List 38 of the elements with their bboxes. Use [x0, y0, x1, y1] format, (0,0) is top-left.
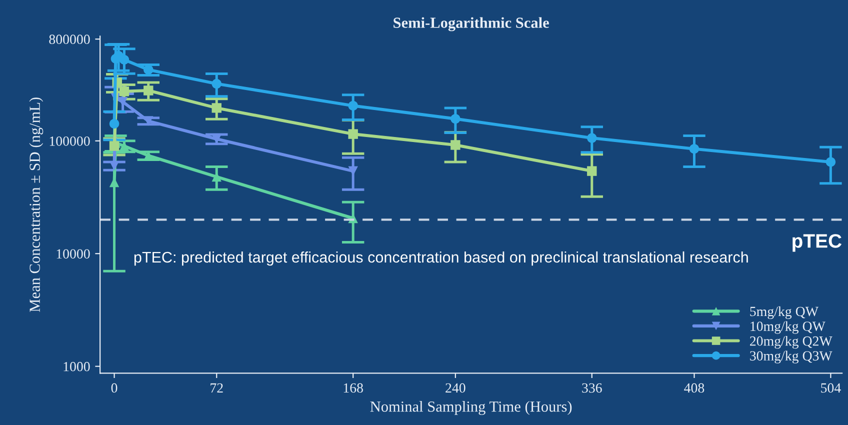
point	[587, 133, 597, 143]
point	[587, 166, 597, 176]
legend-label: 10mg/kg QW	[750, 321, 826, 334]
x-tick-label: 0	[111, 383, 118, 393]
legend-label: 5mg/kg QW	[750, 306, 818, 320]
y-tick-label: 100000	[50, 136, 90, 146]
x-tick-label: 336	[582, 383, 602, 393]
point	[212, 103, 222, 113]
y-tick-label: 1000	[64, 362, 90, 372]
legend-label: 20mg/kg Q2W	[750, 336, 832, 349]
point	[348, 129, 358, 139]
point	[144, 116, 154, 126]
y-axis-title: Mean Concentration ± SD (ng/mL)	[29, 98, 44, 312]
point	[109, 118, 120, 129]
ref-line-label: pTEC	[792, 234, 842, 252]
legend-label: 30mg/kg Q3W	[750, 350, 832, 364]
point	[119, 86, 130, 96]
x-tick-label: 504	[821, 383, 841, 393]
chart-title: Semi-Logarithmic Scale	[394, 17, 549, 32]
y-tick-label: 800000	[49, 34, 90, 44]
point	[144, 86, 154, 96]
point	[109, 141, 120, 151]
point	[826, 157, 836, 167]
point	[689, 144, 700, 154]
x-tick-label: 72	[210, 383, 223, 393]
x-tick-label: 240	[446, 383, 466, 393]
x-axis-title: Nominal Sampling Time (Hours)	[370, 401, 572, 415]
point	[212, 78, 222, 89]
x-tick-label: 168	[344, 383, 363, 393]
x-tick-label: 408	[684, 383, 704, 393]
point	[450, 114, 460, 124]
point	[348, 100, 358, 111]
point	[450, 140, 460, 150]
point	[119, 54, 130, 65]
y-tick-label: 10000	[56, 249, 90, 259]
annotation: pTEC: predicted target efficacious concentration based on preclinical translational research	[134, 251, 748, 266]
point	[109, 161, 120, 171]
point	[144, 64, 154, 75]
